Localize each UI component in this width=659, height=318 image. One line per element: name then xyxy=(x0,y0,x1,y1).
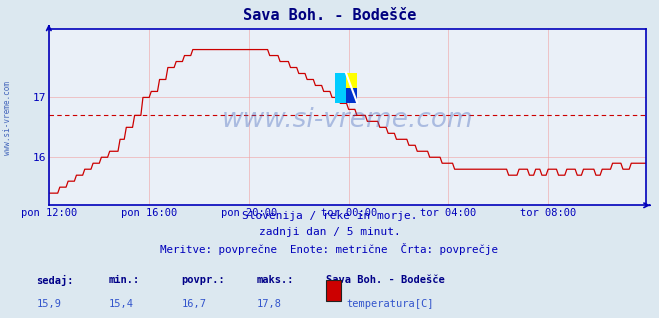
Bar xyxy=(335,73,346,103)
Text: temperatura[C]: temperatura[C] xyxy=(346,299,434,309)
Text: www.si-vreme.com: www.si-vreme.com xyxy=(221,107,474,133)
Text: 15,4: 15,4 xyxy=(109,299,134,309)
Text: Sava Boh. - Bodešče: Sava Boh. - Bodešče xyxy=(243,8,416,23)
Text: sedaj:: sedaj: xyxy=(36,275,74,286)
Text: min.:: min.: xyxy=(109,275,140,285)
Text: 15,9: 15,9 xyxy=(36,299,61,309)
Text: Sava Boh. - Bodešče: Sava Boh. - Bodešče xyxy=(326,275,445,285)
Bar xyxy=(346,73,357,88)
Text: Meritve: povprečne  Enote: metrične  Črta: povprečje: Meritve: povprečne Enote: metrične Črta:… xyxy=(161,243,498,255)
Text: Slovenija / reke in morje.: Slovenija / reke in morje. xyxy=(242,211,417,221)
Text: povpr.:: povpr.: xyxy=(181,275,225,285)
Text: zadnji dan / 5 minut.: zadnji dan / 5 minut. xyxy=(258,227,401,237)
Text: 17,8: 17,8 xyxy=(257,299,282,309)
Bar xyxy=(346,88,357,103)
Text: www.si-vreme.com: www.si-vreme.com xyxy=(3,81,13,155)
Text: maks.:: maks.: xyxy=(257,275,295,285)
Text: 16,7: 16,7 xyxy=(181,299,206,309)
